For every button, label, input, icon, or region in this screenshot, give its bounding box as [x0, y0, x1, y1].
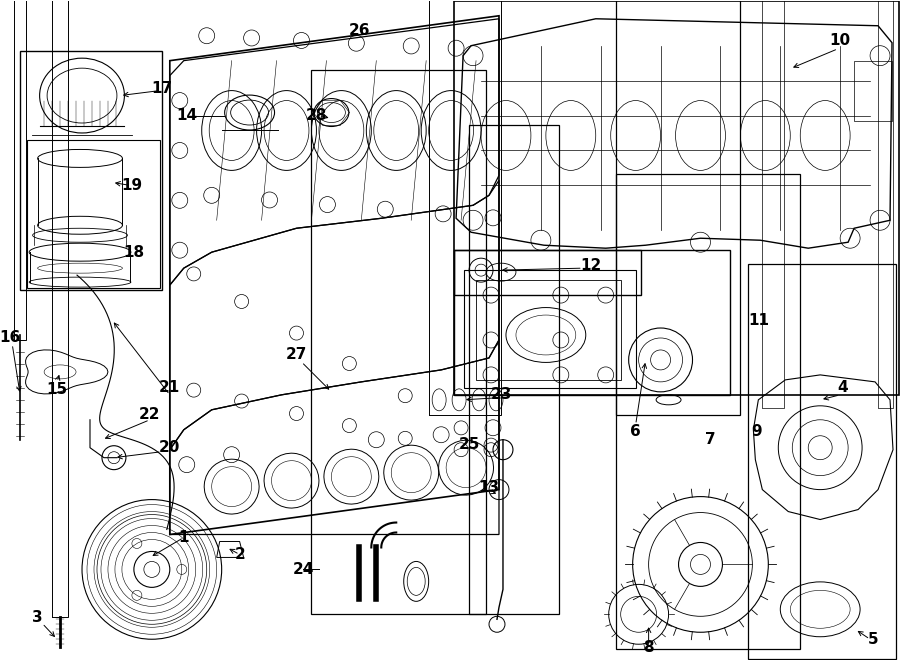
Bar	[20, 51, 162, 290]
Text: 1: 1	[178, 530, 189, 545]
Text: 13: 13	[479, 480, 500, 495]
Text: 25: 25	[458, 437, 480, 452]
Text: 20: 20	[159, 440, 181, 455]
Bar	[52, 0, 68, 617]
Text: 6: 6	[630, 424, 641, 440]
Text: 12: 12	[580, 258, 601, 272]
Bar	[454, 1, 899, 395]
Bar	[429, 0, 501, 415]
Bar	[616, 175, 800, 649]
Bar	[749, 264, 896, 659]
Text: 11: 11	[748, 313, 769, 328]
Text: 7: 7	[706, 432, 716, 447]
Bar	[454, 251, 641, 295]
Text: 24: 24	[292, 562, 314, 577]
Bar	[469, 124, 559, 614]
Text: 5: 5	[868, 632, 878, 646]
Text: 9: 9	[751, 424, 761, 440]
Bar	[14, 0, 26, 340]
Text: 4: 4	[837, 380, 848, 395]
Text: 14: 14	[176, 108, 197, 123]
Text: 21: 21	[159, 380, 180, 395]
Bar	[616, 0, 741, 415]
Bar	[878, 0, 893, 408]
Bar	[311, 69, 486, 614]
Text: 18: 18	[123, 245, 145, 260]
Bar	[762, 0, 784, 408]
Text: 15: 15	[47, 382, 68, 397]
Text: 19: 19	[122, 178, 142, 193]
Text: 27: 27	[286, 348, 307, 362]
Bar	[476, 280, 621, 380]
Text: 3: 3	[32, 610, 42, 625]
Text: 8: 8	[644, 640, 654, 654]
Text: 23: 23	[491, 387, 512, 403]
Text: 22: 22	[140, 407, 160, 422]
Text: 17: 17	[151, 81, 173, 96]
Text: 10: 10	[830, 33, 850, 48]
Text: 26: 26	[348, 23, 370, 38]
Text: 28: 28	[306, 108, 327, 123]
Text: 16: 16	[0, 330, 21, 346]
Text: 2: 2	[234, 547, 245, 562]
Bar	[454, 251, 731, 395]
Bar	[27, 141, 160, 288]
